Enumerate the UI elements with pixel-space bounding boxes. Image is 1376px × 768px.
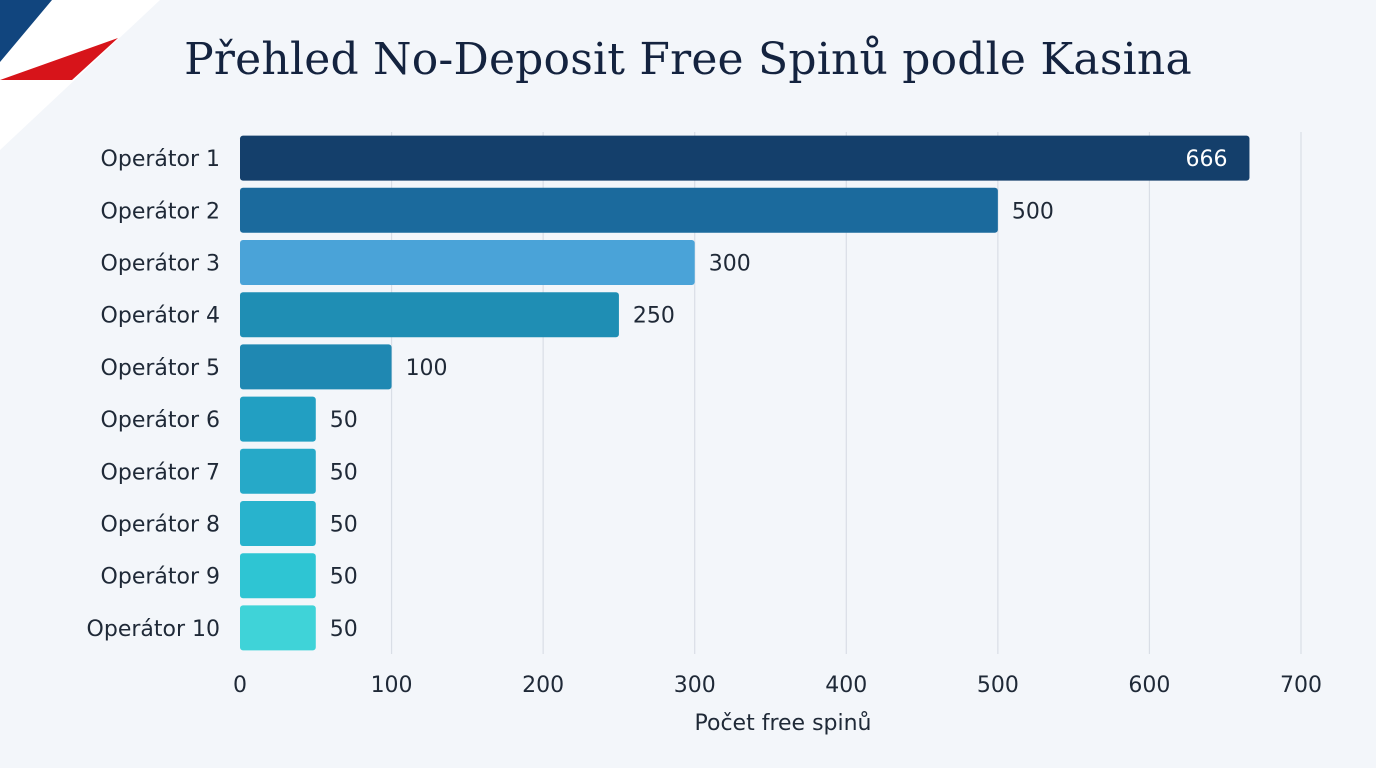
value-label: 300 [709,252,751,277]
category-label: Operátor 1 [101,147,220,172]
x-tick-label: 100 [371,673,413,698]
category-label: Operátor 10 [87,617,220,642]
x-tick-label: 300 [674,673,716,698]
value-label: 100 [406,356,448,381]
x-tick-label: 400 [825,673,867,698]
bar [240,553,316,599]
value-label: 666 [1185,147,1227,172]
category-label: Operátor 9 [101,565,220,590]
x-tick-label: 600 [1128,673,1170,698]
category-label: Operátor 3 [101,252,220,277]
category-label: Operátor 4 [101,304,220,329]
bar [240,240,695,285]
x-axis-title: Počet free spinů [695,711,872,736]
category-label: Operátor 5 [101,356,220,381]
chart-title: Přehled No-Deposit Free Spinů podle Kasi… [184,34,1192,85]
czech-flag-corner-icon [0,0,160,150]
x-tick-label: 500 [977,673,1019,698]
value-label: 50 [330,408,358,433]
bar [240,187,998,233]
category-label: Operátor 8 [101,513,220,538]
value-labels: 666 500 300 250 100 50 50 50 50 50 [330,147,1228,642]
bar [240,501,316,546]
category-label: Operátor 7 [101,460,220,485]
bar [240,344,392,390]
bars [240,135,1250,651]
value-label: 250 [633,304,675,329]
value-label: 50 [330,617,358,642]
x-tick-label: 0 [233,673,247,698]
bar [240,605,316,651]
value-label: 50 [330,460,358,485]
category-label: Operátor 2 [101,199,220,224]
x-tick-labels: 0 100 200 300 400 500 600 700 [233,673,1322,698]
category-label: Operátor 6 [101,408,220,433]
value-label: 50 [330,513,358,538]
category-labels: Operátor 1 Operátor 2 Operátor 3 Operátor 4… [87,147,220,642]
value-label: 50 [330,565,358,590]
bar [240,396,316,442]
value-label: 500 [1012,199,1054,224]
x-tick-label: 700 [1280,673,1322,698]
bar [240,292,619,338]
bar [240,135,1250,181]
x-tick-label: 200 [522,673,564,698]
bar [240,448,316,494]
